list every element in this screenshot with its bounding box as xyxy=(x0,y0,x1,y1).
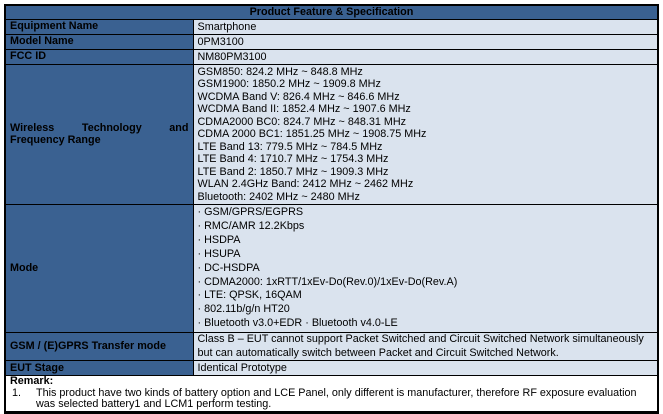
mode-label: Mode xyxy=(4,203,194,334)
table-row: EUT Stage Identical Prototype xyxy=(4,359,659,376)
table-row: Model Name 0PM3100 xyxy=(4,33,659,50)
eut-stage-value: Identical Prototype xyxy=(192,359,659,376)
remark-item-number: 1. xyxy=(12,386,22,399)
eut-stage-label: EUT Stage xyxy=(4,359,194,376)
remark-item-text: This product have two kinds of battery o… xyxy=(36,386,637,411)
model-name-label: Model Name xyxy=(4,33,194,50)
table-title-row: Product Feature & Specification xyxy=(4,4,659,20)
equipment-name-label: Equipment Name xyxy=(4,18,194,35)
fcc-id-label: FCC ID xyxy=(4,48,194,65)
mode-value-list: · GSM/GPRS/EGPRS · RMC/AMR 12.2Kbps · HS… xyxy=(192,203,659,334)
remark-row: Remark: 1. This product have two kinds o… xyxy=(4,374,659,413)
equipment-name-value: Smartphone xyxy=(192,18,659,35)
remark-section: Remark: 1. This product have two kinds o… xyxy=(4,374,659,413)
gsm-transfer-mode-label: GSM / (E)GPRS Transfer mode xyxy=(4,332,194,361)
wireless-frequency-value-list: GSM850: 824.2 MHz ~ 848.8 MHz GSM1900: 1… xyxy=(192,63,659,205)
table-row: Wireless Technology and Frequency Range … xyxy=(4,63,659,205)
gsm-transfer-mode-value: Class B – EUT cannot support Packet Swit… xyxy=(192,332,659,361)
remark-item: 1. This product have two kinds of batter… xyxy=(10,386,653,411)
table-row: FCC ID NM80PM3100 xyxy=(4,48,659,65)
remark-heading: Remark: xyxy=(10,375,54,388)
table-row: Equipment Name Smartphone xyxy=(4,18,659,35)
table-title: Product Feature & Specification xyxy=(4,4,659,20)
product-spec-table: Product Feature & Specification Equipmen… xyxy=(4,4,659,414)
wireless-frequency-label: Wireless Technology and Frequency Range xyxy=(4,63,194,205)
table-row: Mode · GSM/GPRS/EGPRS · RMC/AMR 12.2Kbps… xyxy=(4,203,659,334)
fcc-id-value: NM80PM3100 xyxy=(192,48,659,65)
table-row: GSM / (E)GPRS Transfer mode Class B – EU… xyxy=(4,332,659,361)
model-name-value: 0PM3100 xyxy=(192,33,659,50)
